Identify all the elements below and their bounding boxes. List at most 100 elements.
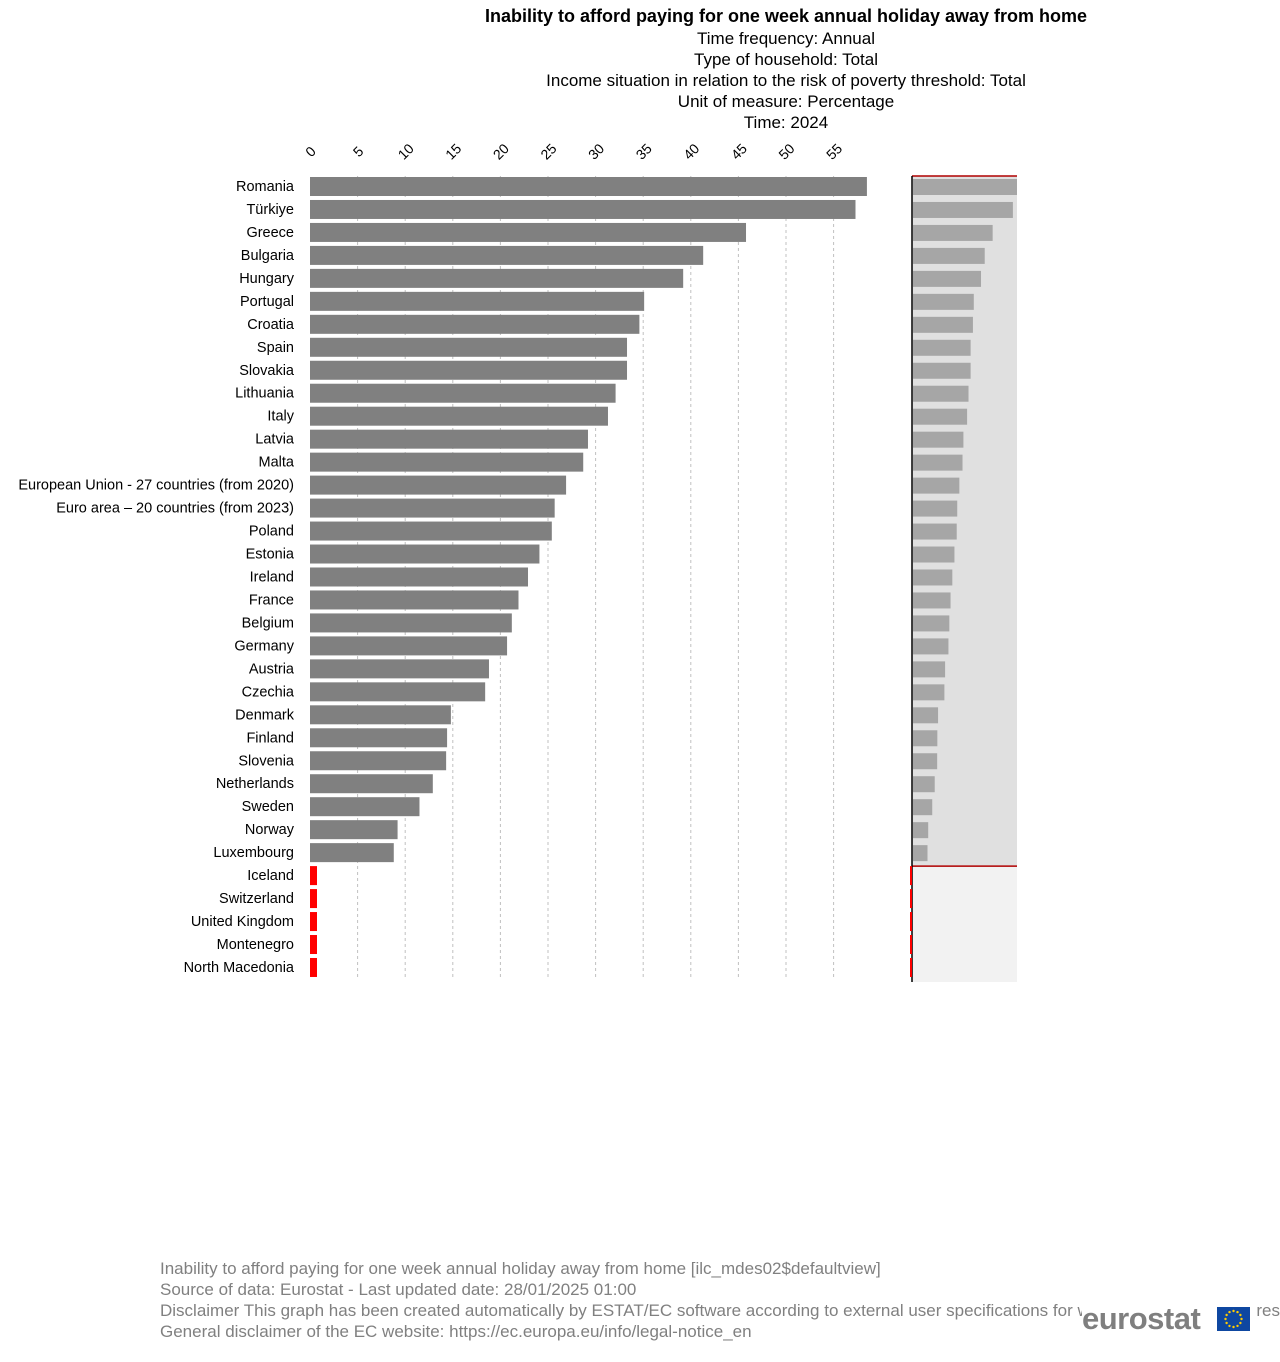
bar [310,797,420,817]
overview-outside [912,866,1017,982]
bar [310,314,640,334]
overview-bar [913,822,929,839]
x-tick-label: 25 [537,140,559,162]
overview-bar [913,477,960,494]
category-label: Iceland [247,868,294,884]
overview-bar [913,431,964,448]
bar [310,177,867,196]
category-label: Switzerland [219,891,294,907]
bar [310,544,540,564]
overview-window [912,176,1017,867]
bar [310,843,394,863]
overview-bar [913,845,928,862]
category-label: United Kingdom [191,914,294,930]
category-label: Hungary [239,271,295,287]
logo-text: eurostat [1082,1301,1201,1336]
bar [310,383,616,403]
bar [310,498,555,518]
category-label: France [249,592,294,608]
subtitle-household: Type of household: Total [694,50,878,69]
missing-bar [310,889,317,909]
category-label: Luxembourg [213,845,294,861]
overview-bar [913,339,971,356]
overview-bar [913,569,953,586]
footer-disclaimer: Disclaimer This graph has been created a… [160,1301,1280,1320]
overview-missing-mark [910,957,912,977]
category-label: Latvia [255,432,295,448]
footer-dataset: Inability to afford paying for one week … [160,1259,881,1278]
bar [310,682,486,702]
bar [310,613,512,633]
overview-bar [913,776,935,793]
bar [310,590,519,610]
bar [310,406,608,426]
overview-bar [913,638,949,655]
overview-bar [913,201,1013,218]
x-tick-label: 15 [442,140,464,162]
x-tick-label: 40 [680,140,702,162]
category-label: Ireland [250,569,294,585]
bar [310,567,529,587]
bar-chart: 0 5 10 15 20 25 30 35 40 45 50 55 Romania Türkiye Gree… [18,140,1017,982]
bar [310,705,451,725]
bar [310,245,704,265]
category-label: Denmark [235,707,295,723]
bar [310,774,433,794]
overview-bar [913,615,950,632]
overview-bar [913,546,955,563]
category-label: Czechia [242,684,295,700]
x-tick-label: 35 [632,140,654,162]
overview-missing-mark [910,935,912,955]
category-label: Belgium [242,615,294,631]
overview-bar [913,500,958,517]
x-tick-label: 30 [585,140,607,162]
overview-bar [913,316,973,333]
bar [310,521,552,541]
category-label: Austria [249,661,295,677]
overview-bar [913,799,933,816]
subtitle-time: Time: 2024 [743,113,829,132]
x-tick-label: 0 [302,143,319,160]
overview-bar [913,179,1017,195]
missing-bar [310,957,317,977]
missing-bar [310,912,317,932]
bar [310,475,567,495]
bar [310,751,447,771]
category-label: Montenegro [217,937,294,953]
category-label: Netherlands [216,776,294,792]
x-tick-label: 50 [775,140,797,162]
category-label: Norway [245,822,295,838]
category-label: European Union - 27 countries (from 2020… [18,478,294,494]
chart-footer: Inability to afford paying for one week … [160,1258,1280,1342]
bar [310,222,747,242]
footer-legal-link[interactable]: General disclaimer of the EC website: ht… [160,1322,752,1341]
bar [310,268,684,288]
x-tick-label: 10 [394,140,416,162]
bar [310,728,448,748]
category-label: Greece [246,225,294,241]
subtitle-unit: Unit of measure: Percentage [677,92,895,111]
category-label: Türkiye [246,202,294,218]
overview-bar [913,592,951,609]
eu-flag-icon [1217,1307,1250,1331]
bar [310,636,508,656]
category-label: Slovakia [239,363,295,379]
overview-bar [913,270,982,287]
subtitle-income-situation: Income situation in relation to the risk… [546,71,1026,90]
category-label: Portugal [240,294,294,310]
x-tick-label: 45 [728,140,750,162]
missing-bar [310,866,317,886]
bar [310,199,856,219]
bar [310,452,584,472]
bar [310,429,588,449]
category-label: Romania [236,179,295,195]
category-label: Spain [257,340,294,356]
category-label: Sweden [242,799,294,815]
x-tick-label: 20 [490,140,512,162]
bar [310,337,628,357]
x-tick-label: 55 [823,140,845,162]
eurostat-logo: eurostat [1082,1301,1252,1337]
category-label: Estonia [246,547,295,563]
overview-bar [913,753,938,770]
bar [310,360,628,380]
